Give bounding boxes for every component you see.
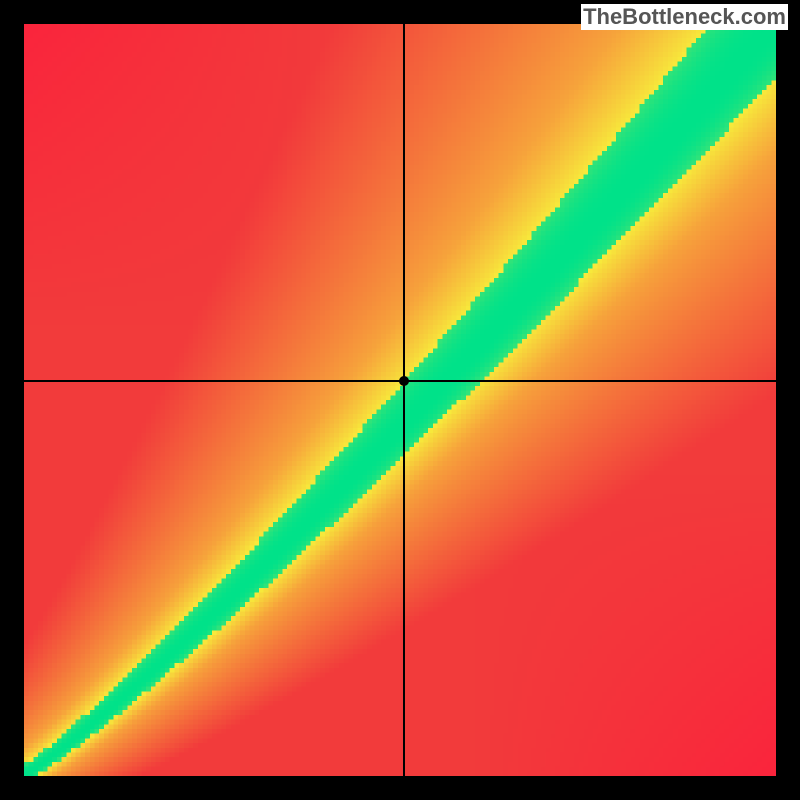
- chart-container: TheBottleneck.com: [0, 0, 800, 800]
- crosshair-vertical: [403, 24, 405, 776]
- crosshair-horizontal: [24, 380, 776, 382]
- bottleneck-heatmap: [24, 24, 776, 776]
- watermark-text: TheBottleneck.com: [581, 4, 788, 30]
